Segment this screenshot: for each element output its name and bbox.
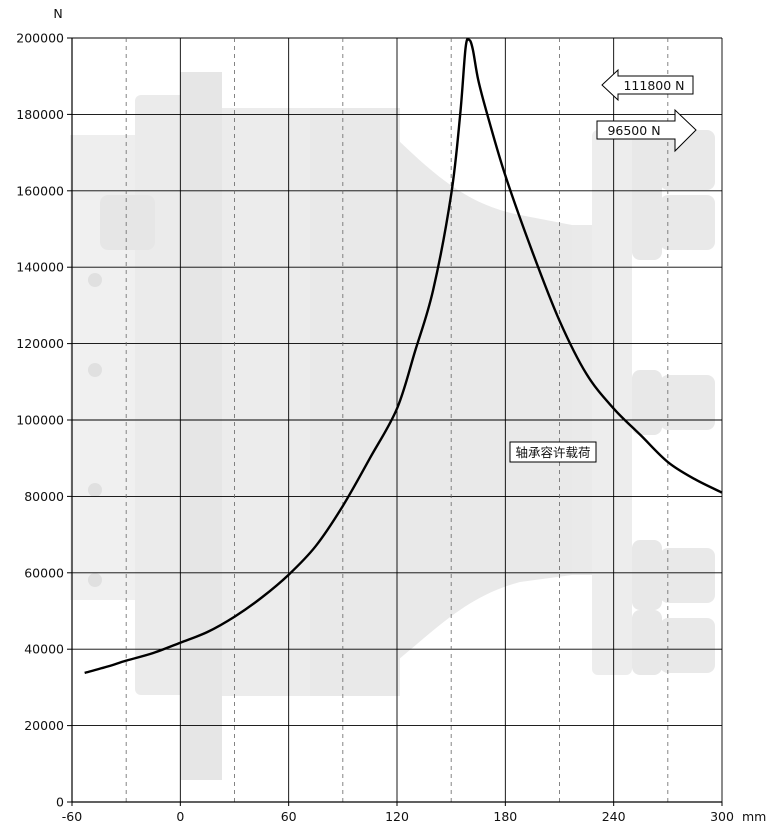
y-tick-label: 40000: [24, 642, 64, 657]
grid: [72, 37, 723, 802]
x-tick-label: -60: [62, 809, 82, 824]
series: [84, 37, 723, 675]
y-tick-label: 20000: [24, 718, 64, 733]
y-tick-label: 140000: [16, 260, 64, 275]
y-tick-label: 120000: [16, 336, 64, 351]
y-tick-label: 160000: [16, 183, 64, 198]
y-tick-label: 60000: [24, 565, 64, 580]
annotation-bearing-load: 轴承容许载荷: [509, 441, 597, 463]
axes: [67, 37, 723, 806]
tick-labels: 0 20000 40000 60000 80000 100000 120000 140000 1…: [16, 6, 766, 824]
y-tick-label: 0: [56, 795, 64, 810]
annotation-label: 轴承容许载荷: [515, 445, 590, 460]
x-tick-label: 180: [493, 809, 517, 824]
label-box: [509, 441, 597, 463]
annotation-96500: 96500 N: [596, 108, 697, 153]
annotations: 111800 N 96500 N 轴承容许载荷: [509, 68, 697, 463]
load-curve: [84, 37, 723, 675]
y-tick-label: 200000: [16, 31, 64, 46]
x-tick-label: 0: [176, 809, 184, 824]
gearbox-illustration: [70, 72, 715, 780]
left-arrow-shape: [601, 68, 694, 102]
y-tick-label: 80000: [24, 489, 64, 504]
y-unit-label: N: [53, 6, 62, 21]
x-unit-label: mm: [742, 809, 766, 824]
right-arrow-shape: [596, 108, 697, 153]
x-tick-label: 60: [281, 809, 297, 824]
annotation-label: 111800 N: [623, 78, 684, 93]
x-tick-label: 240: [602, 809, 626, 824]
annotation-111800: 111800 N: [601, 68, 694, 102]
x-tick-label: 120: [385, 809, 409, 824]
x-tick-label: 300: [710, 809, 734, 824]
y-tick-label: 180000: [16, 107, 64, 122]
annotation-label: 96500 N: [607, 123, 660, 138]
y-tick-label: 100000: [16, 413, 64, 428]
